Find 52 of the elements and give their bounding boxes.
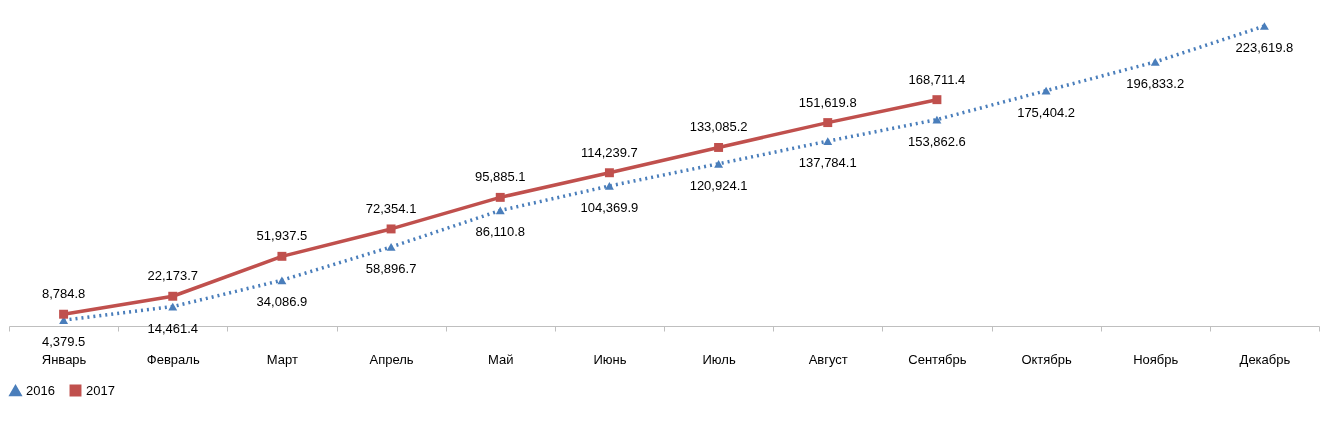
x-tick-label: Сентябрь [908,351,967,367]
point [1150,58,1160,66]
point [1041,86,1051,95]
x-tick-label: Август [808,351,848,367]
data-label: 86,110.8 [475,224,526,240]
x-tick-label: Ноябрь [1133,351,1179,367]
data-label: 72,354.1 [365,200,417,216]
point [823,137,833,146]
data-label: 4,379.5 [41,334,86,350]
point [495,192,505,202]
data-label: 175,404.2 [1017,104,1076,120]
data-label: 104,369.9 [580,199,639,215]
legend-label: 2017 [86,382,115,398]
point [277,276,287,285]
point [823,118,833,128]
data-label: 51,937.5 [256,228,308,244]
point [168,291,178,301]
x-tick-label: Декабрь [1239,351,1291,367]
x-tick-label: Март [266,351,299,367]
data-label: 133,085.2 [689,119,748,135]
x-tick-label: Январь [41,351,87,367]
data-label: 153,862.6 [907,133,966,149]
data-label: 22,173.7 [147,268,199,284]
x-tick-label: Февраль [146,351,200,367]
point [1259,22,1269,30]
data-label: 8,784.8 [41,286,86,302]
point [714,142,724,152]
x-tick-label: Июль [702,351,736,367]
x-tick-label: Апрель [369,351,414,367]
data-label: 168,711.4 [908,71,966,87]
point [59,309,69,319]
data-label: 58,896.7 [365,260,417,276]
point [714,159,724,168]
data-label: 223,619.8 [1235,40,1294,55]
point [604,168,614,178]
data-label: 137,784.1 [798,155,857,171]
data-label: 95,885.1 [474,169,526,185]
point [932,95,942,105]
data-label: 151,619.8 [798,94,857,110]
point [277,251,287,261]
data-label: 196,833.2 [1126,75,1185,91]
x-tick-label: Октябрь [1021,351,1072,367]
data-label: 34,086.9 [256,294,308,310]
point [386,243,396,251]
data-label: 120,924.1 [689,177,748,193]
legend-label: 2016 [26,382,55,398]
x-tick-label: Июнь [593,351,627,367]
data-label: 114,239.7 [580,144,638,160]
data-label: 14,461.4 [147,320,199,336]
point [604,182,614,190]
point [386,224,396,234]
x-tick-label: Май [488,351,514,367]
